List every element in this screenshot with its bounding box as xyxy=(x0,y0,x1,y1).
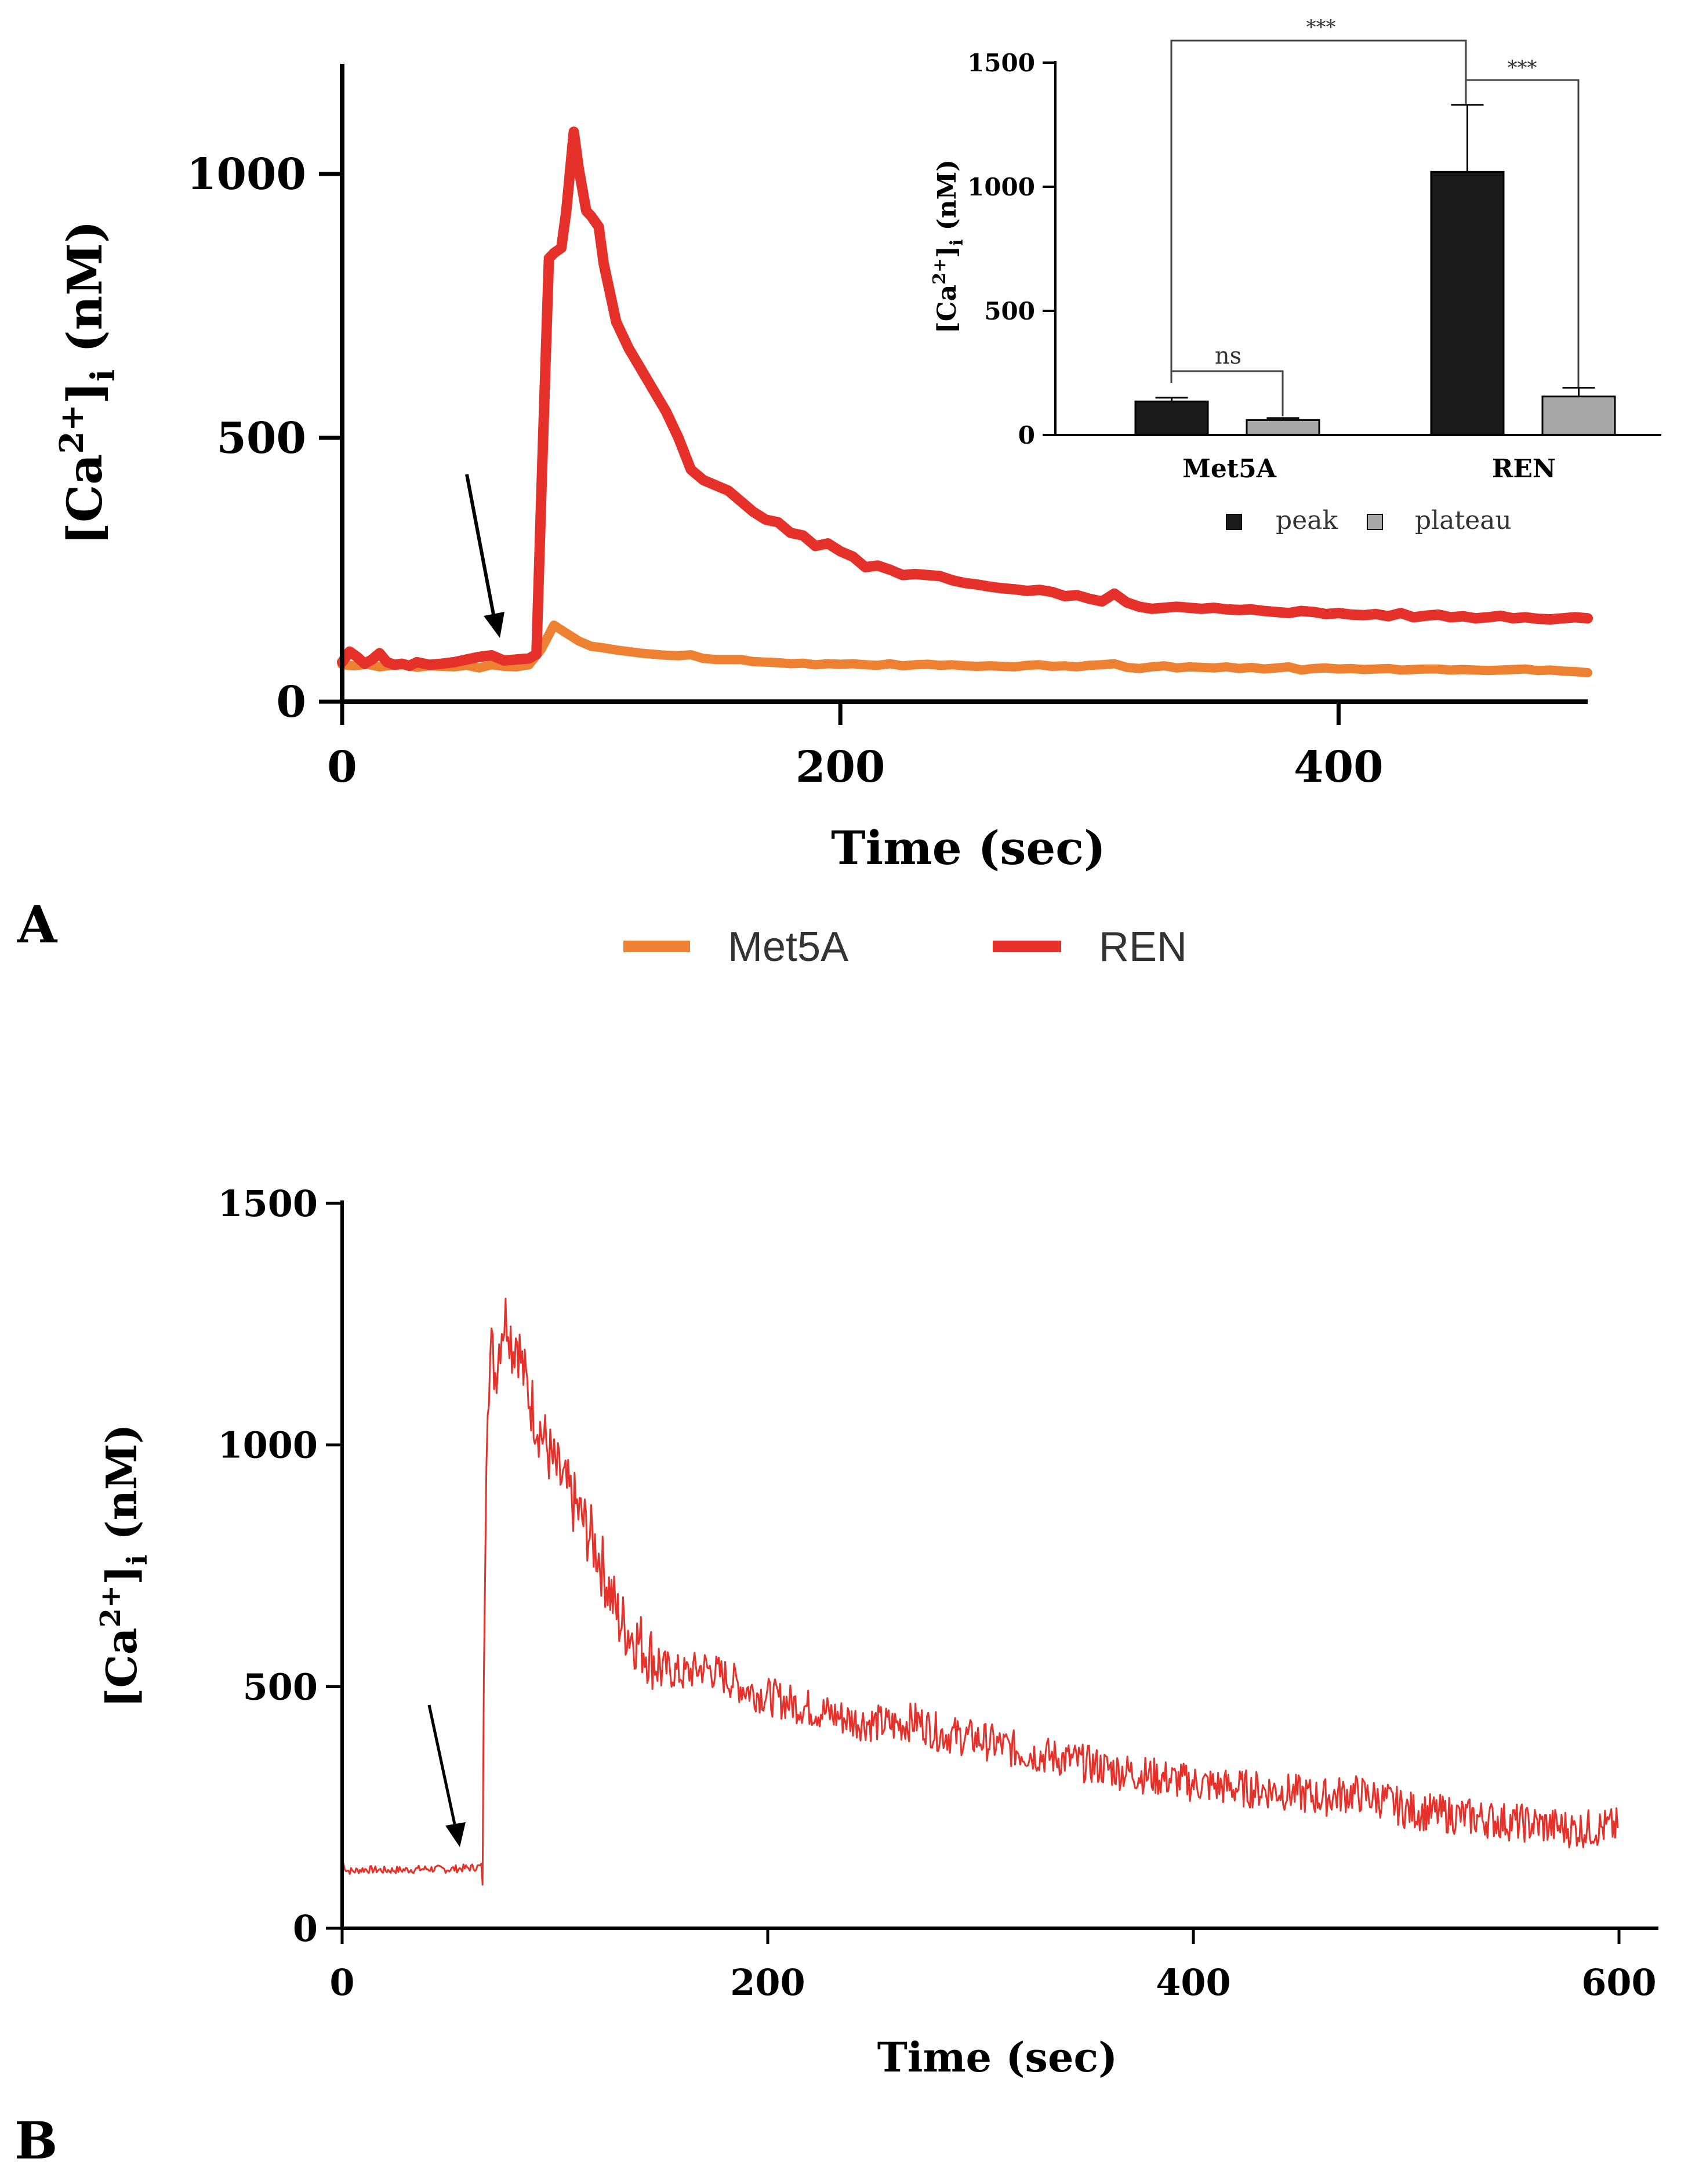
panel-a-series-layer xyxy=(337,126,1593,677)
panel-a-label: A xyxy=(17,894,58,955)
inset-y-tick-label: 1500 xyxy=(967,49,1035,77)
panel-b: 0 200 400 600 0 500 1000 1500 Time (sec) [Ca2+]… xyxy=(14,1182,1658,2171)
panel-b-label: B xyxy=(14,2110,57,2171)
x-tick-label: 200 xyxy=(730,1961,805,2004)
significance-label: *** xyxy=(1508,56,1537,79)
legend-label-met5a: Met5A xyxy=(728,924,848,970)
panel-a-plot-area: 0 200 400 0 500 1000 xyxy=(187,64,1593,792)
x-tick-label: 200 xyxy=(796,742,885,792)
panel-b-stimulus-arrow xyxy=(427,1704,466,1847)
bracket-met5a-ren-peak xyxy=(1170,39,1467,372)
y-tick-label: 1000 xyxy=(217,1424,318,1467)
panel-b-ticks: 0 200 400 600 0 500 1000 1500 xyxy=(217,1182,1656,2004)
inset-legend-swatch-peak xyxy=(1226,514,1242,530)
inset-legend-label-peak: peak xyxy=(1276,506,1338,535)
significance-label: *** xyxy=(1306,16,1336,39)
series-line-ren xyxy=(337,126,1593,672)
panel-b-series-layer xyxy=(341,1297,1619,1886)
inset-significance-brackets: *** *** ns xyxy=(1170,16,1580,416)
y-tick-label: 0 xyxy=(293,1907,318,1950)
y-tick-label: 500 xyxy=(217,413,306,463)
bar-ren-peak xyxy=(1430,170,1505,436)
bracket-ren-peak-plateau xyxy=(1466,79,1580,387)
inset-y-tick-label: 500 xyxy=(984,297,1035,325)
significance-label: ns xyxy=(1215,343,1242,369)
inset-y-tick-label: 1000 xyxy=(967,173,1035,201)
inset-bars-layer: Met5A REN xyxy=(1134,104,1616,484)
bar-ren-plateau xyxy=(1541,396,1616,436)
bar-met5a-peak xyxy=(1134,400,1209,436)
x-tick-label: 600 xyxy=(1581,1961,1656,2004)
y-tick-label: 1500 xyxy=(217,1182,318,1225)
inset-y-axis-label: [Ca2+]i (nM) xyxy=(930,159,967,333)
x-tick-label: 0 xyxy=(329,1961,354,2004)
x-tick-label: 0 xyxy=(327,742,357,792)
inset-y-tick-label: 0 xyxy=(1018,421,1035,449)
x-tick-label: 400 xyxy=(1294,742,1383,792)
x-tick-label: 400 xyxy=(1156,1961,1230,2004)
bar-met5a-plateau xyxy=(1246,419,1320,436)
inset-legend: peak plateau xyxy=(1226,506,1512,535)
series-line-ren-panel-b xyxy=(341,1297,1619,1886)
panel-a-ticks: 0 200 400 0 500 1000 xyxy=(187,150,1384,792)
inset-ticks: 0 500 1000 1500 xyxy=(967,49,1055,449)
panel-a-x-axis-label: Time (sec) xyxy=(831,821,1106,875)
y-tick-label: 500 xyxy=(243,1666,318,1708)
bracket-met5a-ns xyxy=(1170,370,1284,416)
y-tick-label: 0 xyxy=(277,677,307,727)
panel-b-x-axis-label: Time (sec) xyxy=(877,2033,1117,2081)
inset-legend-label-plateau: plateau xyxy=(1415,506,1512,535)
inset-category-label: Met5A xyxy=(1182,454,1277,484)
inset-legend-swatch-plateau xyxy=(1367,514,1383,530)
inset-category-label: REN xyxy=(1492,454,1556,484)
panel-a-legend: Met5A REN xyxy=(623,924,1187,970)
panel-a-stimulus-arrow xyxy=(465,474,504,638)
panel-b-y-axis-label: [Ca2+]i (nM) xyxy=(95,1424,154,1707)
panel-a-y-axis-label: [Ca2+]i (nM) xyxy=(53,220,122,545)
y-tick-label: 1000 xyxy=(187,150,306,199)
legend-label-ren: REN xyxy=(1099,924,1187,970)
series-line-met5a xyxy=(337,621,1592,677)
